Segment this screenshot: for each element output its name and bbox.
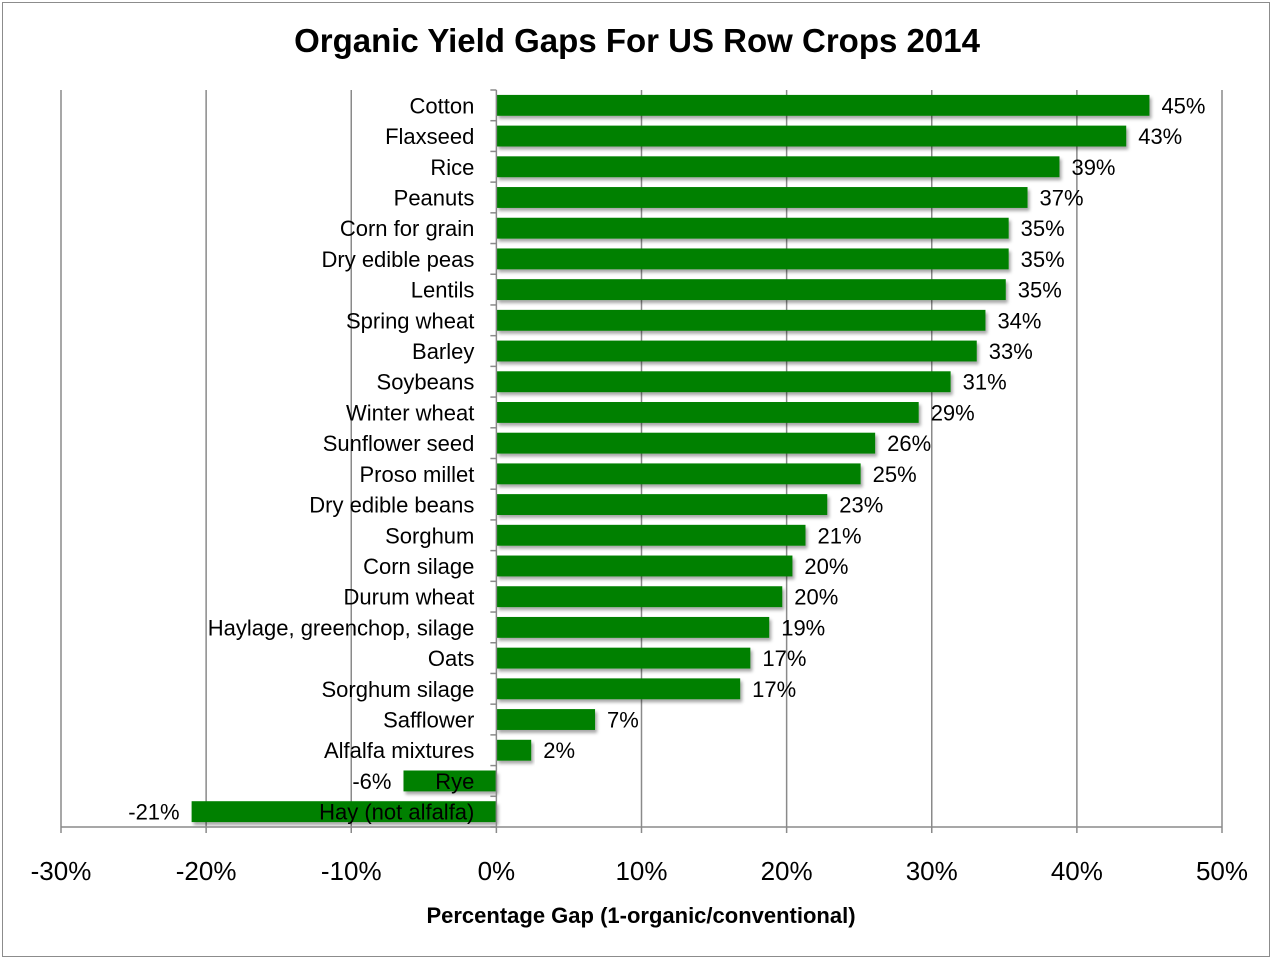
category-label: Barley [412, 339, 474, 364]
bars [191, 94, 1150, 823]
data-label: 35% [1018, 278, 1062, 303]
category-label: Alfalfa mixtures [324, 738, 474, 763]
category-label: Safflower [383, 708, 474, 733]
category-label: Soybeans [377, 370, 475, 395]
bar [191, 801, 497, 823]
x-tick-label: 10% [615, 856, 667, 886]
x-axis-title: Percentage Gap (1-organic/conventional) [426, 903, 856, 928]
category-label: Sorghum [385, 523, 474, 548]
data-label: 37% [1040, 185, 1084, 210]
data-label: 45% [1161, 93, 1205, 118]
data-label: 17% [752, 677, 796, 702]
data-label: 33% [989, 339, 1033, 364]
category-label: Dry edible peas [322, 247, 475, 272]
data-label: 43% [1138, 124, 1182, 149]
data-label: 34% [997, 308, 1041, 333]
category-label: Oats [428, 646, 474, 671]
bar [496, 524, 806, 546]
bar [496, 401, 919, 423]
data-label: 2% [543, 738, 575, 763]
bar [496, 340, 977, 362]
bar [496, 463, 861, 485]
category-label: Spring wheat [346, 308, 474, 333]
bar [496, 279, 1006, 301]
category-label: Winter wheat [346, 400, 474, 425]
data-label: 7% [607, 708, 639, 733]
data-label: 19% [781, 615, 825, 640]
category-label: Proso millet [359, 462, 474, 487]
category-label: Peanuts [394, 185, 475, 210]
data-label: -21% [128, 800, 179, 825]
chart-title: Organic Yield Gaps For US Row Crops 2014 [294, 22, 980, 59]
bar [496, 156, 1060, 178]
data-label: 35% [1021, 247, 1065, 272]
x-tick-label: -30% [31, 856, 92, 886]
bar [496, 217, 1009, 239]
category-label: Cotton [410, 93, 475, 118]
bar [496, 432, 876, 454]
data-label: 39% [1071, 155, 1115, 180]
bar [496, 248, 1009, 270]
x-tick-label: 30% [906, 856, 958, 886]
category-label: Hay (not alfalfa) [319, 800, 474, 825]
category-label: Lentils [411, 278, 475, 303]
data-label: 23% [839, 493, 883, 518]
bar [496, 647, 751, 669]
data-label: 20% [794, 585, 838, 610]
category-label: Flaxseed [385, 124, 474, 149]
bar [496, 616, 770, 638]
data-label: 20% [804, 554, 848, 579]
bar [496, 494, 828, 516]
x-tick-label: -20% [176, 856, 237, 886]
data-label: 17% [762, 646, 806, 671]
data-label: 21% [817, 523, 861, 548]
category-label: Sunflower seed [323, 431, 475, 456]
x-tick-label: 20% [761, 856, 813, 886]
labels: -30% -20% -10% 0% 10% 20% 30% 40% 50% Cotton 45% Fl… [31, 93, 1248, 886]
bar [496, 555, 793, 577]
category-label: Durum wheat [344, 585, 475, 610]
grid-lines [60, 90, 1223, 827]
x-tick-label: 50% [1196, 856, 1248, 886]
category-label: Corn silage [363, 554, 474, 579]
bar [496, 586, 783, 608]
x-tick-label: -10% [321, 856, 382, 886]
data-label: 31% [963, 370, 1007, 395]
data-label: 35% [1021, 216, 1065, 241]
bar [496, 94, 1150, 116]
bar [496, 739, 532, 761]
data-label: 26% [887, 431, 931, 456]
bar [496, 187, 1028, 208]
bar [403, 770, 497, 792]
data-label: 29% [931, 400, 975, 425]
bar [496, 709, 596, 730]
category-label: Haylage, greenchop, silage [208, 615, 475, 640]
category-label: Dry edible beans [309, 493, 474, 518]
category-label: Sorghum silage [322, 677, 475, 702]
bar [496, 125, 1127, 147]
bar [496, 678, 741, 700]
x-tick-label: 40% [1051, 856, 1103, 886]
data-label: 25% [873, 462, 917, 487]
axes [60, 89, 1223, 833]
data-label: -6% [352, 769, 391, 794]
bar [496, 371, 951, 393]
bar [496, 309, 986, 331]
category-label: Rice [430, 155, 474, 180]
category-label: Corn for grain [340, 216, 475, 241]
x-tick-label: 0% [478, 856, 516, 886]
category-label: Rye [435, 769, 474, 794]
